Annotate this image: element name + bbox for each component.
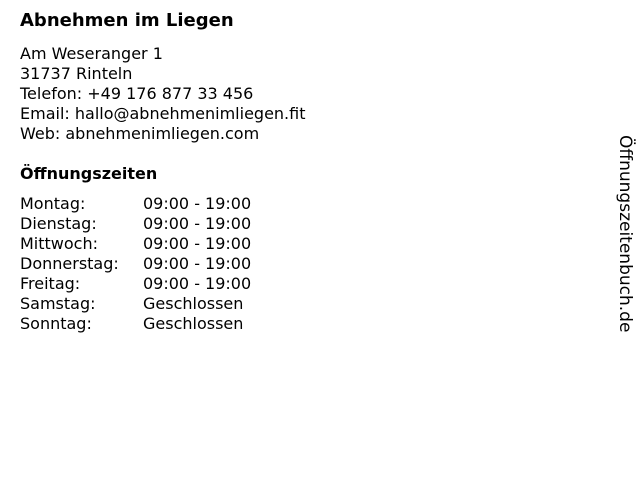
day: Mittwoch: — [20, 234, 98, 253]
time: 09:00 - 19:00 — [143, 274, 252, 293]
day: Freitag: — [20, 274, 81, 293]
street: Am Weseranger 1 — [20, 44, 163, 63]
hours-heading: Öffnungszeiten — [20, 164, 158, 183]
business-name: Abnehmen im Liegen — [20, 10, 234, 31]
website: Web: abnehmenimliegen.com — [20, 124, 260, 143]
day: Samstag: — [20, 294, 96, 313]
time: 09:00 - 19:00 — [143, 214, 252, 233]
watermark-text: Öffnungszeitenbuch.de — [615, 135, 635, 333]
day: Montag: — [20, 194, 86, 213]
email: Email: hallo@abnehmenimliegen.fit — [20, 104, 306, 123]
city: 31737 Rinteln — [20, 64, 133, 83]
hours-row: Montag: 09:00 - 19:00 — [20, 194, 251, 214]
time: 09:00 - 19:00 — [143, 234, 252, 253]
contact-block: Am Weseranger 1 31737 Rinteln Telefon: +… — [20, 44, 306, 144]
time: Geschlossen — [143, 314, 244, 333]
day: Sonntag: — [20, 314, 92, 333]
hours-row: Samstag: Geschlossen — [20, 294, 251, 314]
day: Donnerstag: — [20, 254, 119, 273]
hours-table: Montag: 09:00 - 19:00 Dienstag: 09:00 - 19… — [20, 194, 251, 334]
hours-row: Mittwoch: 09:00 - 19:00 — [20, 234, 251, 254]
time: Geschlossen — [143, 294, 244, 313]
phone: Telefon: +49 176 877 33 456 — [20, 84, 254, 103]
hours-row: Dienstag: 09:00 - 19:00 — [20, 214, 251, 234]
hours-row: Freitag: 09:00 - 19:00 — [20, 274, 251, 294]
hours-row: Donnerstag: 09:00 - 19:00 — [20, 254, 251, 274]
time: 09:00 - 19:00 — [143, 194, 252, 213]
day: Dienstag: — [20, 214, 97, 233]
hours-row: Sonntag: Geschlossen — [20, 314, 251, 334]
time: 09:00 - 19:00 — [143, 254, 252, 273]
